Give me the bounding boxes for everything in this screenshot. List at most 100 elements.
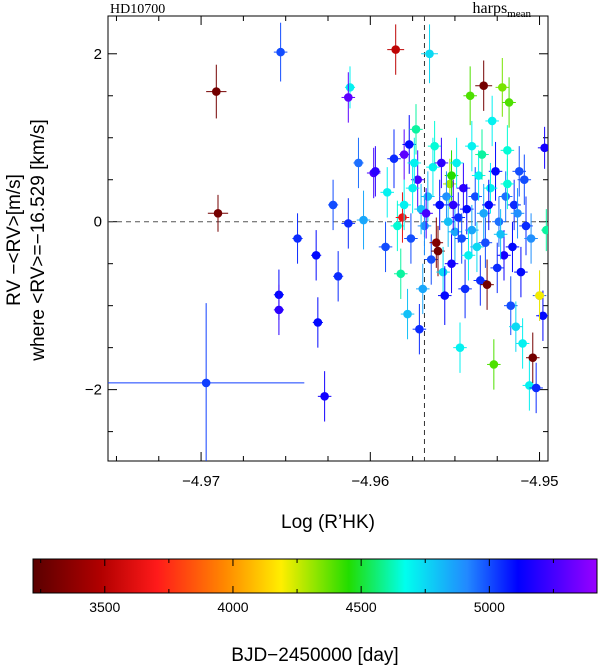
data-point (485, 95, 499, 147)
data-point (446, 179, 460, 231)
colorbar-tick-label: 4500 (346, 599, 377, 615)
point-marker (494, 217, 504, 227)
data-point (475, 60, 493, 111)
instrument-name: harps (473, 0, 508, 17)
data-point (344, 66, 356, 109)
data-point (407, 137, 422, 189)
data-point (444, 234, 459, 294)
data-point (500, 158, 515, 210)
data-point (495, 57, 510, 117)
point-marker (391, 45, 400, 54)
point-marker (201, 378, 211, 388)
data-point (451, 192, 466, 243)
point-marker (345, 83, 355, 92)
point-marker (460, 284, 470, 294)
data-point (421, 24, 438, 84)
data-point (476, 183, 491, 243)
point-marker (442, 192, 451, 201)
data-point (473, 255, 488, 306)
point-marker (399, 150, 409, 159)
point-marker (506, 301, 516, 310)
point-marker (509, 200, 519, 210)
point-marker (354, 158, 363, 168)
point-marker (406, 234, 416, 243)
point-marker (448, 200, 458, 210)
point-marker (413, 175, 422, 185)
data-point (402, 115, 416, 174)
colorbar-tick-label: 5000 (474, 599, 505, 615)
data-point (448, 202, 462, 262)
point-marker (426, 255, 436, 264)
data-point (419, 188, 433, 239)
data-point (333, 251, 344, 302)
data-point (328, 179, 339, 231)
point-marker (459, 183, 468, 193)
data-point (410, 150, 425, 210)
point-marker (516, 267, 526, 277)
data-point (465, 120, 479, 172)
data-point (449, 137, 464, 189)
point-marker (484, 200, 494, 210)
point-marker (359, 215, 368, 225)
data-point (478, 217, 493, 268)
colorbar-tick-label: 4000 (217, 599, 248, 615)
point-marker (496, 230, 505, 239)
point-marker (344, 93, 353, 102)
point-marker (511, 322, 521, 331)
data-point (390, 200, 405, 252)
data-point (409, 104, 423, 155)
data-point (387, 129, 401, 189)
data-point (317, 371, 332, 422)
point-marker (212, 87, 221, 96)
data-point (273, 22, 288, 82)
point-marker (382, 188, 392, 197)
point-marker (344, 219, 353, 228)
point-marker (520, 175, 529, 185)
point-marker (457, 234, 466, 243)
data-point (380, 167, 394, 218)
data-point (207, 194, 229, 232)
data-point (312, 297, 323, 348)
point-marker (542, 225, 548, 235)
instrument-subscript: mean (507, 8, 531, 20)
data-point (536, 290, 548, 341)
point-marker (447, 171, 456, 180)
point-marker (465, 91, 475, 101)
point-marker (452, 158, 461, 168)
data-point (529, 362, 543, 414)
instrument-label: harpsmean (473, 0, 532, 20)
point-marker (540, 143, 548, 153)
point-marker (418, 284, 428, 294)
x-axis-label: Log (R’HK) (281, 512, 375, 533)
data-point (515, 318, 530, 369)
point-marker (438, 267, 448, 277)
data-point (399, 129, 410, 180)
data-point (490, 242, 504, 294)
data-point (510, 188, 525, 239)
point-marker (432, 238, 441, 247)
point-marker (411, 125, 421, 134)
x-tick-label: −4.95 (521, 473, 559, 490)
data-point (519, 196, 533, 256)
point-marker (503, 146, 512, 155)
point-marker (276, 47, 285, 57)
colorbar-tick-label: 3500 (89, 599, 120, 615)
data-point (504, 276, 518, 336)
point-marker (481, 238, 490, 247)
point-marker (479, 81, 488, 90)
data-point (456, 162, 471, 214)
data-point (512, 146, 526, 197)
data-point (502, 77, 516, 128)
data-point (438, 266, 452, 325)
data-point (458, 259, 472, 319)
data-point (550, 331, 560, 373)
point-marker (508, 242, 517, 252)
data-point (394, 248, 408, 299)
point-marker (492, 263, 502, 273)
point-marker (213, 209, 223, 218)
point-marker (398, 213, 407, 222)
y-tick-label: 2 (94, 46, 102, 63)
data-point (465, 204, 479, 256)
data-point (488, 141, 503, 201)
point-marker (526, 234, 536, 243)
